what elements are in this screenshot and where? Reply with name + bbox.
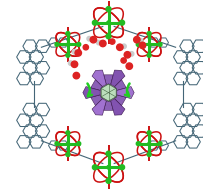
Circle shape [66, 131, 70, 135]
Polygon shape [104, 75, 113, 84]
Polygon shape [111, 99, 125, 115]
Circle shape [55, 142, 59, 146]
Circle shape [126, 63, 133, 69]
Polygon shape [104, 101, 113, 110]
Polygon shape [91, 80, 102, 90]
Circle shape [75, 50, 81, 56]
Polygon shape [92, 99, 106, 115]
Circle shape [120, 165, 125, 170]
Circle shape [147, 153, 151, 156]
Circle shape [158, 142, 162, 146]
Polygon shape [92, 70, 106, 87]
Circle shape [107, 21, 110, 24]
Circle shape [92, 20, 97, 25]
Circle shape [87, 36, 92, 41]
Circle shape [147, 53, 151, 57]
Circle shape [124, 52, 131, 58]
Circle shape [66, 53, 70, 57]
Circle shape [92, 165, 97, 170]
Circle shape [77, 142, 81, 146]
Circle shape [139, 42, 146, 49]
Circle shape [106, 151, 111, 156]
Polygon shape [115, 95, 126, 106]
Circle shape [90, 36, 97, 43]
Circle shape [106, 34, 111, 39]
Circle shape [136, 142, 140, 146]
Polygon shape [117, 87, 134, 99]
Circle shape [120, 20, 125, 25]
Circle shape [66, 43, 69, 46]
Circle shape [148, 142, 151, 145]
Polygon shape [101, 84, 116, 101]
Circle shape [122, 44, 126, 49]
Circle shape [148, 43, 151, 46]
Circle shape [77, 43, 81, 46]
Circle shape [73, 72, 80, 79]
Circle shape [66, 32, 70, 36]
Circle shape [158, 43, 162, 46]
Circle shape [106, 178, 111, 183]
Circle shape [83, 45, 89, 50]
Circle shape [134, 36, 140, 43]
Circle shape [106, 7, 111, 12]
Polygon shape [91, 95, 102, 106]
Polygon shape [111, 70, 125, 87]
Circle shape [66, 153, 70, 156]
Polygon shape [83, 87, 100, 99]
Circle shape [100, 40, 106, 47]
Circle shape [136, 43, 140, 46]
Circle shape [107, 166, 110, 169]
Circle shape [55, 43, 59, 46]
Circle shape [121, 58, 126, 63]
Circle shape [72, 50, 77, 54]
Circle shape [147, 131, 151, 135]
Circle shape [66, 142, 69, 145]
Circle shape [96, 40, 101, 45]
FancyArrowPatch shape [125, 84, 130, 96]
Circle shape [110, 39, 115, 44]
Circle shape [68, 61, 73, 65]
Polygon shape [115, 80, 126, 90]
Circle shape [147, 32, 151, 36]
Circle shape [117, 44, 123, 50]
Circle shape [138, 38, 143, 43]
Circle shape [129, 52, 134, 56]
FancyArrowPatch shape [87, 84, 92, 96]
Circle shape [71, 61, 78, 67]
